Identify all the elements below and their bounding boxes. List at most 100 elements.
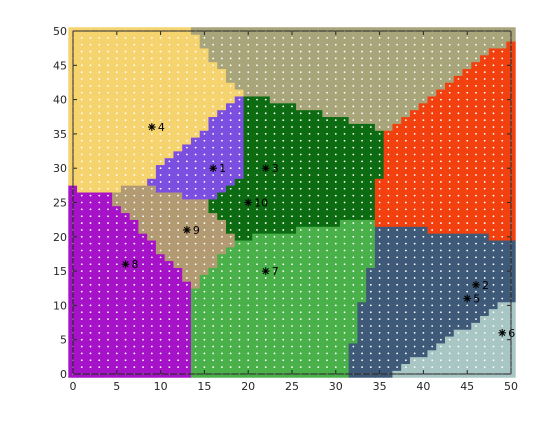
grid-point — [150, 174, 153, 176]
grid-point — [264, 146, 267, 149]
grid-point — [273, 105, 276, 108]
grid-point — [256, 304, 258, 307]
grid-point — [133, 126, 136, 128]
grid-point — [413, 160, 416, 163]
grid-point — [107, 119, 109, 122]
grid-point — [229, 215, 232, 218]
grid-point — [273, 331, 276, 334]
grid-point — [378, 98, 381, 101]
grid-point — [343, 242, 346, 245]
grid-point — [291, 160, 293, 163]
grid-point — [115, 215, 118, 218]
grid-point — [448, 229, 451, 231]
grid-point — [194, 297, 197, 300]
grid-point — [378, 160, 381, 163]
grid-point — [256, 208, 258, 211]
grid-point — [492, 277, 495, 279]
grid-point — [343, 215, 346, 218]
grid-point — [431, 318, 434, 321]
grid-point — [264, 50, 267, 53]
grid-point — [387, 146, 390, 149]
grid-point — [221, 352, 223, 355]
grid-point — [308, 352, 311, 355]
grid-point — [457, 64, 460, 67]
grid-point — [282, 91, 285, 94]
grid-point — [396, 345, 399, 348]
grid-point — [247, 146, 250, 149]
grid-point — [448, 270, 451, 272]
grid-point — [80, 283, 83, 286]
grid-point — [378, 126, 381, 128]
grid-point — [448, 311, 451, 314]
grid-point — [273, 167, 276, 170]
grid-point — [317, 71, 320, 74]
grid-point — [133, 187, 136, 190]
grid-point — [150, 325, 153, 327]
grid-point — [308, 36, 311, 39]
grid-point — [475, 64, 477, 67]
grid-point — [212, 297, 215, 300]
grid-point — [431, 181, 434, 183]
grid-point — [203, 235, 206, 238]
grid-point — [413, 64, 416, 67]
grid-point — [466, 174, 469, 176]
grid-point — [378, 352, 381, 355]
grid-point — [282, 297, 285, 300]
grid-point — [291, 270, 293, 272]
grid-point — [492, 153, 495, 156]
grid-point — [142, 256, 144, 259]
grid-point — [440, 194, 442, 197]
grid-point — [238, 57, 241, 60]
grid-point — [396, 215, 399, 218]
grid-point — [212, 50, 215, 53]
grid-point — [159, 331, 162, 334]
grid-point — [177, 84, 180, 87]
grid-point — [396, 119, 399, 122]
grid-point — [256, 201, 258, 204]
grid-point — [185, 208, 188, 211]
grid-point — [369, 270, 372, 272]
grid-point — [212, 352, 215, 355]
grid-point — [194, 64, 197, 67]
grid-point — [273, 187, 276, 190]
grid-point — [396, 160, 399, 163]
grid-point — [378, 167, 381, 170]
grid-point — [334, 235, 337, 238]
grid-point — [334, 304, 337, 307]
grid-point — [221, 359, 223, 362]
grid-point — [115, 263, 118, 266]
grid-point — [282, 112, 285, 115]
grid-point — [107, 174, 109, 176]
grid-point — [396, 338, 399, 341]
grid-point — [457, 366, 460, 369]
grid-point — [229, 50, 232, 53]
grid-point — [440, 98, 442, 101]
grid-point — [387, 105, 390, 108]
grid-point — [159, 201, 162, 204]
grid-point — [273, 64, 276, 67]
grid-point — [422, 229, 425, 231]
grid-point — [352, 256, 355, 259]
grid-point — [247, 338, 250, 341]
grid-point — [238, 242, 241, 245]
grid-point — [317, 139, 320, 142]
grid-point — [115, 345, 118, 348]
grid-point — [273, 304, 276, 307]
grid-point — [159, 345, 162, 348]
grid-point — [124, 290, 127, 293]
grid-point — [194, 78, 197, 80]
grid-point — [194, 133, 197, 135]
grid-point — [133, 84, 136, 87]
grid-point — [203, 181, 206, 183]
grid-point — [133, 222, 136, 224]
grid-point — [334, 249, 337, 252]
grid-point — [185, 297, 188, 300]
grid-point — [352, 78, 355, 80]
grid-point — [194, 146, 197, 149]
grid-point — [334, 318, 337, 321]
grid-point — [221, 139, 223, 142]
grid-point — [159, 112, 162, 115]
grid-point — [107, 338, 109, 341]
grid-point — [466, 366, 469, 369]
grid-point — [256, 345, 258, 348]
